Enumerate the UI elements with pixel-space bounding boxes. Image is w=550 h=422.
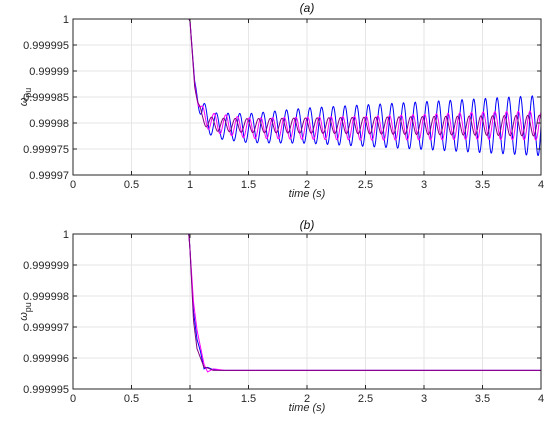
x-tick-label: 3.5 — [475, 179, 490, 191]
y-axis-label-sub: pu — [23, 302, 33, 312]
y-tick-label: 0.99997 — [29, 170, 69, 182]
x-tick-label: 2 — [304, 393, 310, 405]
y-tick-label: 0.999997 — [23, 322, 69, 334]
x-tick-label: 3.5 — [475, 393, 490, 405]
y-tick-label: 1 — [63, 229, 69, 241]
x-tick-label: 2 — [304, 179, 310, 191]
x-axis-label: time (s) — [289, 402, 326, 414]
y-tick-label: 0.99999 — [29, 66, 69, 78]
y-axis-label: ωpu — [18, 302, 33, 321]
x-tick-label: 3 — [421, 393, 427, 405]
x-tick-label: 2.5 — [358, 393, 373, 405]
x-tick-label: 3 — [421, 179, 427, 191]
panel-title: (a) — [300, 1, 315, 15]
x-tick-label: 1.5 — [241, 393, 256, 405]
y-axis-label-sub: pu — [23, 88, 33, 98]
x-axis-label: time (s) — [289, 188, 326, 200]
y-tick-label: 0.999975 — [23, 144, 69, 156]
y-tick-label: 0.999996 — [23, 353, 69, 365]
y-tick-label: 0.999995 — [23, 384, 69, 396]
panel-title: (b) — [300, 218, 315, 232]
panel-a: 0 0.5 1 1.5 2 2.5 3 3.5 4 0.99997 0.999975 0.99998 0… — [18, 1, 544, 200]
y-axis-label-main: ω — [18, 97, 30, 106]
x-tick-label: 0 — [70, 393, 76, 405]
y-axis-label-main: ω — [18, 312, 30, 321]
y-tick-label: 0.99998 — [29, 118, 69, 130]
x-tick-label: 1.5 — [241, 179, 256, 191]
y-tick-label: 1 — [63, 14, 69, 26]
x-tick-label: 0.5 — [124, 179, 139, 191]
x-tick-label: 1 — [187, 393, 193, 405]
y-tick-label: 0.999998 — [23, 291, 69, 303]
x-tick-label: 4 — [538, 179, 544, 191]
y-tick-label: 0.999995 — [23, 40, 69, 52]
x-tick-label: 2.5 — [358, 179, 373, 191]
y-axis-label: ωpu — [18, 88, 33, 107]
x-tick-label: 0 — [70, 179, 76, 191]
x-tick-label: 4 — [538, 393, 544, 405]
x-tick-label: 1 — [187, 179, 193, 191]
y-tick-label: 0.999999 — [23, 260, 69, 272]
y-tick-label: 0.999985 — [23, 92, 69, 104]
x-tick-label: 0.5 — [124, 393, 139, 405]
panel-b: 0 0.5 1 1.5 2 2.5 3 3.5 4 0.999995 0.999996 0.99999… — [18, 218, 544, 414]
